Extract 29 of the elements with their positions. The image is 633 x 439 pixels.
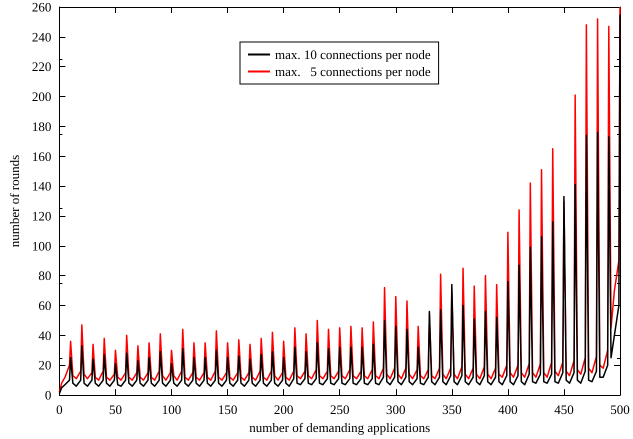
y-tick-label: 260 — [32, 0, 52, 14]
y-tick-label: 200 — [32, 89, 52, 104]
y-axis-title: number of rounds — [7, 154, 22, 248]
x-axis-title: number of demanding applications — [249, 420, 430, 435]
x-tick-label: 350 — [442, 402, 462, 418]
x-tick-label: 100 — [162, 402, 182, 418]
y-tick-label: 20 — [38, 358, 52, 373]
x-tick-label: 0 — [56, 402, 63, 418]
x-tick-label: 200 — [274, 402, 294, 418]
legend-label: max. 5 connections per node — [275, 64, 431, 79]
x-tick-label: 50 — [108, 402, 122, 418]
y-tick-label: 160 — [32, 148, 52, 164]
x-tick-label: 450 — [554, 402, 574, 418]
x-tick-label: 500 — [610, 402, 630, 418]
y-tick-label: 100 — [32, 238, 52, 254]
x-tick-label: 400 — [498, 402, 518, 418]
x-tick-label: 150 — [218, 402, 238, 418]
y-tick-label: 120 — [32, 208, 52, 224]
y-tick-label: 140 — [32, 178, 52, 194]
legend-label: max. 10 connections per node — [275, 47, 431, 62]
y-tick-label: 0 — [44, 388, 52, 403]
y-tick-label: 40 — [38, 328, 52, 343]
y-tick-label: 180 — [32, 118, 52, 134]
y-tick-label: 80 — [38, 268, 52, 284]
x-tick-label: 300 — [386, 402, 406, 418]
y-tick-label: 240 — [32, 29, 52, 44]
x-tick-label: 250 — [330, 402, 350, 418]
y-tick-label: 60 — [38, 298, 52, 314]
y-tick-label: 220 — [32, 59, 52, 74]
